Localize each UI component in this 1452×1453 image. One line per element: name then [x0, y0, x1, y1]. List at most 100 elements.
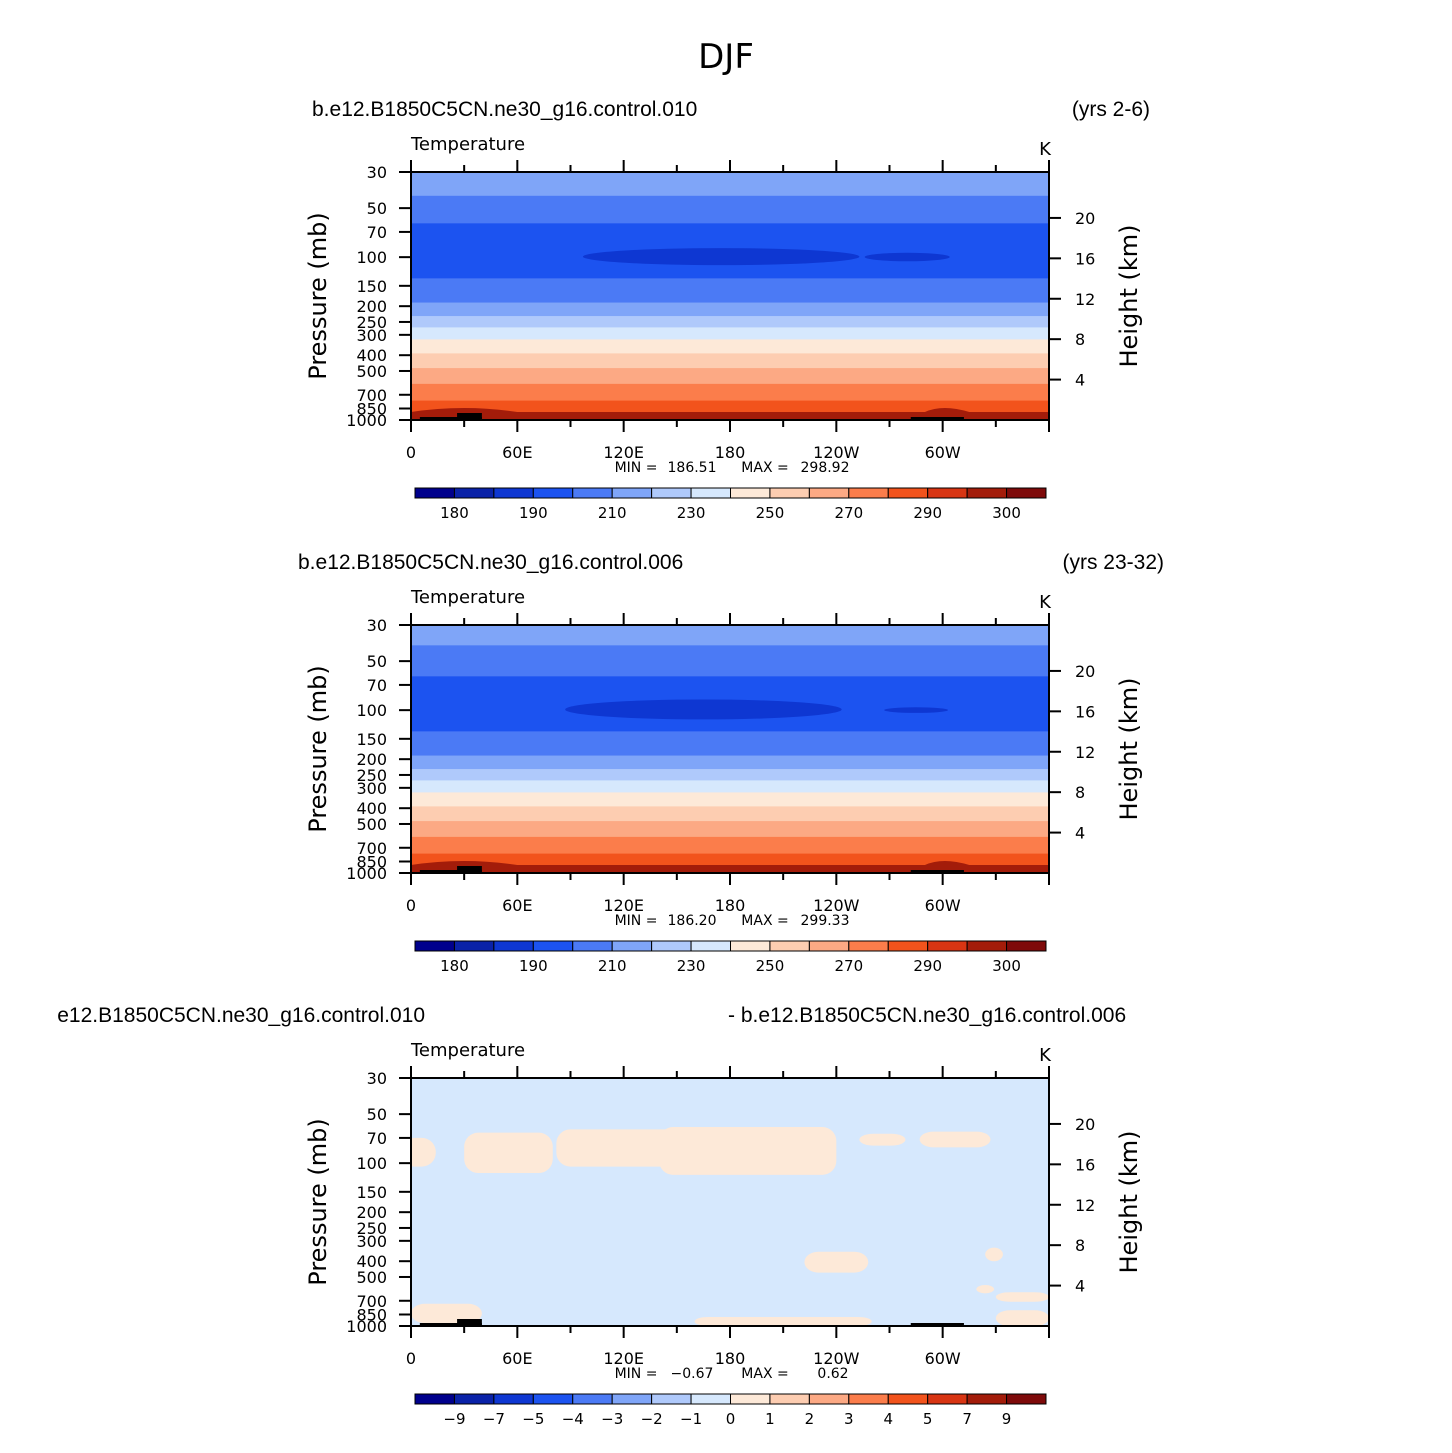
- panel-2-max-value: 299.33: [801, 913, 850, 929]
- colorbar-swatch: [887, 940, 929, 952]
- pressure-tick-label: 100: [356, 701, 387, 720]
- x-tick-label: 120W: [813, 1349, 860, 1368]
- colorbar-label: −1: [680, 1410, 702, 1428]
- colorbar-label: −5: [522, 1410, 544, 1428]
- colorbar-swatch: [453, 940, 495, 952]
- colorbar-swatch: [611, 487, 653, 499]
- colorbar-swatch: [730, 1393, 771, 1405]
- panel-1-variable: Temperature: [410, 134, 525, 155]
- x-tick-label: 0: [406, 1349, 416, 1368]
- temperature-band-3: [411, 278, 1049, 304]
- colorbar-swatch: [966, 487, 1008, 499]
- colorbar-swatch: [690, 940, 731, 952]
- figure-title: DJF: [698, 37, 754, 77]
- colorbar-label: 290: [913, 957, 942, 975]
- colorbar-label: −3: [601, 1410, 623, 1428]
- temperature-band-6: [411, 780, 1049, 793]
- positive-region-8: [976, 1284, 995, 1294]
- topography-andes: [910, 1323, 964, 1326]
- panel-3-min-value: −0.67: [671, 1366, 714, 1382]
- x-tick-label: 0: [406, 443, 416, 462]
- topography-africa: [419, 1323, 482, 1326]
- pressure-tick-label: 150: [356, 277, 387, 296]
- pressure-tick-label: 70: [367, 1129, 387, 1148]
- topography-andes: [910, 417, 964, 420]
- positive-region-2: [659, 1127, 837, 1175]
- positive-region-11: [694, 1316, 872, 1326]
- temperature-band-9: [411, 368, 1049, 385]
- temperature-band-6: [411, 327, 1049, 340]
- panel-2-variable: Temperature: [410, 587, 525, 608]
- colorbar-swatch: [808, 1393, 850, 1405]
- height-tick-label: 16: [1075, 1155, 1095, 1174]
- topography-highland: [457, 1319, 482, 1326]
- panel-1-ylabel: Pressure (mb): [304, 212, 332, 379]
- colorbar-label: 250: [756, 957, 785, 975]
- temperature-band-0: [411, 172, 1049, 197]
- x-tick-label: 0: [406, 896, 416, 915]
- positive-region-7: [985, 1247, 1003, 1262]
- colorbar-swatch: [690, 1393, 731, 1405]
- colorbar-swatch: [414, 1393, 455, 1405]
- colorbar-swatch: [769, 487, 810, 499]
- panel-1-field: [411, 172, 1049, 420]
- colorbar-swatch: [966, 940, 1008, 952]
- panel-1-period: (yrs 2-6): [1072, 98, 1150, 121]
- pressure-tick-label: 300: [356, 1232, 387, 1251]
- colorbar-label: 180: [440, 957, 469, 975]
- panel-3-field: [411, 1078, 1049, 1326]
- colorbar-swatch: [1006, 1393, 1047, 1405]
- panel-2-colorbar: 180 190 210 230 250 270 290 300: [414, 940, 1047, 975]
- temperature-band-4: [411, 755, 1049, 770]
- panel-3-colorbar: −9 −7 −5 −4 −3 −2 −1 0 1 2 3 4 5 7 9: [414, 1393, 1047, 1428]
- height-tick-label: 20: [1075, 1115, 1095, 1134]
- colorbar-swatch: [572, 940, 613, 952]
- positive-region-9: [995, 1292, 1049, 1302]
- height-tick-label: 4: [1075, 1277, 1085, 1296]
- colorbar-swatch: [1006, 487, 1047, 499]
- colorbar-swatch: [453, 1393, 495, 1405]
- panel-1-ylabel-right: Height (km): [1115, 225, 1143, 368]
- pressure-tick-label: 700: [356, 839, 387, 858]
- pressure-tick-label: 300: [356, 779, 387, 798]
- colorbar-label: 0: [726, 1410, 736, 1428]
- colorbar-swatch: [1006, 940, 1047, 952]
- colorbar-label: −2: [641, 1410, 663, 1428]
- colorbar-label: 230: [677, 504, 706, 522]
- colorbar-label: 3: [844, 1410, 854, 1428]
- pressure-tick-label: 100: [356, 1154, 387, 1173]
- panel-3-variable: Temperature: [410, 1040, 525, 1061]
- temperature-band-3: [411, 731, 1049, 757]
- colorbar-swatch: [690, 487, 731, 499]
- temperature-band-8: [411, 806, 1049, 822]
- pressure-tick-label: 50: [367, 1105, 387, 1124]
- colorbar-swatch: [808, 940, 850, 952]
- panel-1-max-label: MAX =: [741, 460, 788, 476]
- pressure-tick-label: 500: [356, 362, 387, 381]
- colorbar-swatch: [414, 940, 455, 952]
- temperature-band-7: [411, 339, 1049, 354]
- colorbar-swatch: [730, 487, 771, 499]
- temperature-band-11: [411, 400, 1049, 414]
- panel-2-period: (yrs 23-32): [1062, 551, 1164, 574]
- temperature-band-11: [411, 853, 1049, 867]
- colorbar-label: 300: [992, 504, 1021, 522]
- colorbar-label: 270: [834, 504, 863, 522]
- colorbar-label: 270: [834, 957, 863, 975]
- temperature-band-5: [411, 316, 1049, 328]
- topography-highland: [457, 866, 482, 873]
- pressure-tick-label: 200: [356, 1203, 387, 1222]
- colorbar-swatch: [453, 487, 495, 499]
- colorbar-label: 300: [992, 957, 1021, 975]
- pressure-tick-label: 30: [367, 616, 387, 635]
- pressure-tick-label: 700: [356, 1292, 387, 1311]
- colorbar-label: 250: [756, 504, 785, 522]
- panel-1-min-value: 186.51: [668, 460, 717, 476]
- x-tick-label: 180: [715, 896, 746, 915]
- pressure-tick-label: 150: [356, 1183, 387, 1202]
- colorbar-swatch: [887, 487, 929, 499]
- colorbar-label: 180: [440, 504, 469, 522]
- colorbar-swatch: [651, 940, 692, 952]
- colorbar-swatch: [927, 940, 968, 952]
- colorbar-label: 190: [519, 957, 548, 975]
